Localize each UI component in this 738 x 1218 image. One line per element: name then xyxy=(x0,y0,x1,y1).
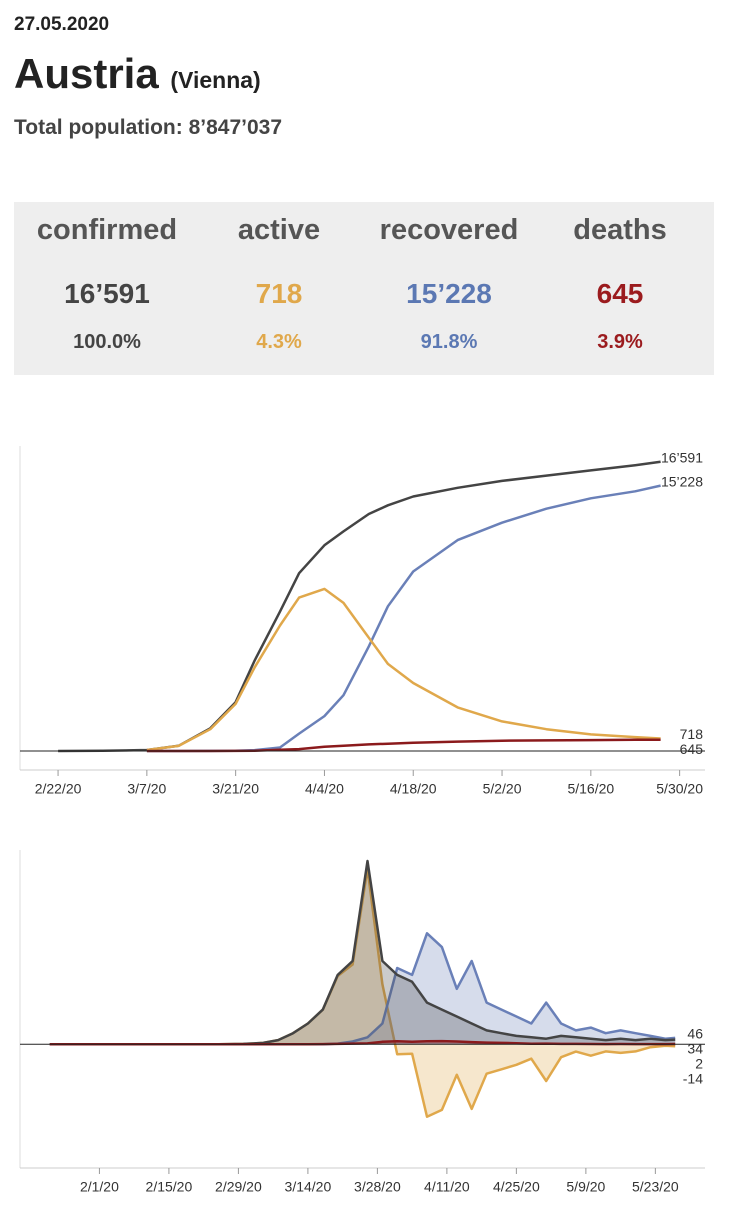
stat-label: deaths xyxy=(573,214,667,246)
x-tick-label: 5/2/20 xyxy=(483,781,522,797)
line xyxy=(146,587,661,752)
x-tick-label: 3/28/20 xyxy=(354,1179,401,1195)
date: 27.05.2020 xyxy=(14,14,110,35)
stat-label: active xyxy=(237,214,321,246)
country-name: Austria xyxy=(14,50,159,97)
end-label: 46 xyxy=(687,1026,703,1042)
area xyxy=(49,868,676,1117)
stat-value: 15’228 xyxy=(406,278,492,309)
area xyxy=(49,933,676,1045)
stat-percent: 3.9% xyxy=(597,331,643,353)
area xyxy=(49,861,676,1045)
x-tick-label: 2/29/20 xyxy=(215,1179,262,1195)
x-tick-label: 2/1/20 xyxy=(80,1179,119,1195)
stat-label: confirmed xyxy=(36,214,178,246)
x-tick-label: 4/4/20 xyxy=(305,781,344,797)
end-label: 34 xyxy=(687,1041,703,1057)
region: (Vienna) xyxy=(170,67,261,93)
x-tick-label: 3/21/20 xyxy=(212,781,259,797)
stats-box: confirmed 16’591 100.0% active 718 4.3% recove… xyxy=(14,202,714,375)
x-tick-label: 5/9/20 xyxy=(566,1179,605,1195)
end-label: 718 xyxy=(680,726,704,742)
x-tick-label: 5/16/20 xyxy=(567,781,614,797)
stat-label: recovered xyxy=(379,214,519,246)
x-tick-label: 4/11/20 xyxy=(424,1179,470,1195)
line xyxy=(49,859,676,1046)
country: Austria (Vienna) xyxy=(14,50,261,98)
line xyxy=(58,460,661,753)
stat-value: 16’591 xyxy=(64,278,150,309)
x-tick-label: 2/22/20 xyxy=(35,781,82,797)
x-tick-label: 5/30/20 xyxy=(656,781,703,797)
x-tick-label: 3/14/20 xyxy=(285,1179,332,1195)
stat-value: 718 xyxy=(255,278,303,309)
x-tick-label: 4/18/20 xyxy=(390,781,437,797)
end-label: 2 xyxy=(695,1056,703,1072)
end-label: 16’591 xyxy=(661,450,703,466)
end-label: 645 xyxy=(680,741,704,757)
line xyxy=(146,738,661,753)
end-label: -14 xyxy=(683,1071,703,1087)
line xyxy=(146,484,661,753)
population: Total population: 8’847’037 xyxy=(14,116,282,139)
end-label: 15’228 xyxy=(661,473,703,489)
stat-value: 645 xyxy=(596,278,644,309)
x-tick-label: 3/7/20 xyxy=(127,781,166,797)
stat-percent: 100.0% xyxy=(73,331,141,353)
x-tick-label: 4/25/20 xyxy=(493,1179,540,1195)
x-tick-label: 5/23/20 xyxy=(632,1179,679,1195)
x-tick-label: 2/15/20 xyxy=(146,1179,193,1195)
stat-percent: 4.3% xyxy=(256,331,302,353)
stat-percent: 91.8% xyxy=(420,331,478,353)
